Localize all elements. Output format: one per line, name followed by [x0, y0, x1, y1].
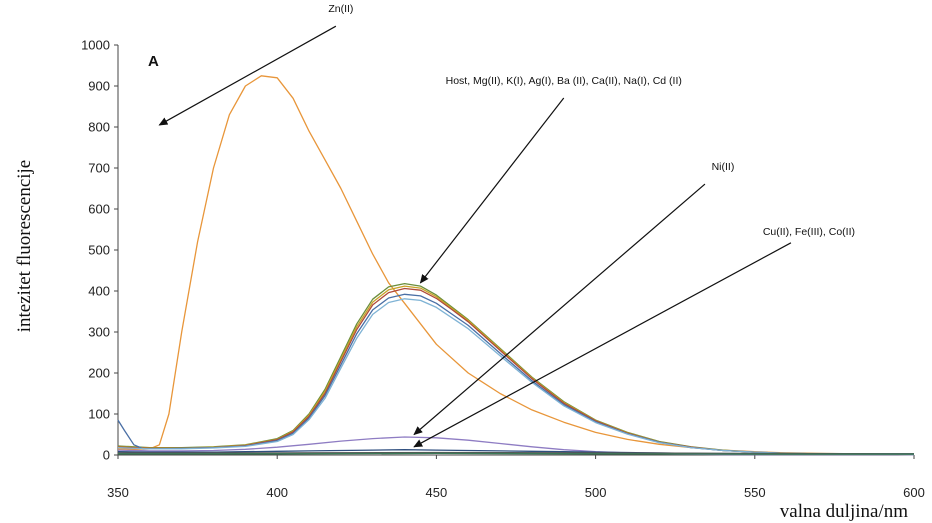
series-line-5	[117, 293, 915, 456]
series-line-4	[117, 287, 915, 456]
series-line-10	[118, 452, 914, 455]
annotation-label-2: Host, Mg(II), K(I), Ag(I), Ba (II), Ca(I…	[446, 75, 682, 87]
y-tick-label: 100	[88, 407, 110, 422]
series-line-1	[117, 75, 914, 455]
annotation-label-3: Ni(II)	[712, 161, 735, 173]
panel-label: A	[148, 53, 159, 70]
axes: 0 100 200 300 400 500 600 700 800 900 1000 350 400 45…	[81, 38, 925, 501]
series-layer	[117, 75, 915, 456]
y-tick-label: 0	[103, 448, 110, 463]
y-tick-label: 900	[88, 79, 110, 94]
series-line-3	[117, 285, 915, 456]
x-tick-label: 550	[744, 485, 766, 500]
y-axis-title: intezitet fluorescencije	[14, 160, 35, 333]
x-tick-label: 600	[903, 485, 925, 500]
y-tick-label: 200	[88, 366, 110, 381]
annotation-arrow-1	[158, 25, 337, 126]
y-tick-label: 600	[88, 202, 110, 217]
annotation-layer: Zn(II) Host, Mg(II), K(I), Ag(I), Ba (II)…	[158, 3, 855, 448]
y-tick-label: 300	[88, 325, 110, 340]
series-line-9	[118, 451, 915, 455]
y-tick-label: 800	[88, 120, 110, 135]
annotation-arrow-2	[419, 97, 565, 284]
y-tick-label: 1000	[81, 38, 110, 53]
annotation-arrow-4	[413, 242, 792, 448]
annotation-arrow-3	[413, 183, 706, 436]
y-tick-label: 700	[88, 161, 110, 176]
x-tick-label: 400	[266, 485, 288, 500]
x-tick-label: 450	[426, 485, 448, 500]
annotation-label-1: Zn(II)	[328, 3, 353, 15]
annotation-label-4: Cu(II), Fe(III), Co(II)	[763, 226, 855, 238]
y-tick-label: 500	[88, 243, 110, 258]
y-tick-label: 400	[88, 284, 110, 299]
x-tick-label: 350	[107, 485, 129, 500]
x-tick-label: 500	[585, 485, 607, 500]
x-axis-title: valna duljina/nm	[780, 501, 908, 522]
series-line-6	[117, 298, 915, 456]
